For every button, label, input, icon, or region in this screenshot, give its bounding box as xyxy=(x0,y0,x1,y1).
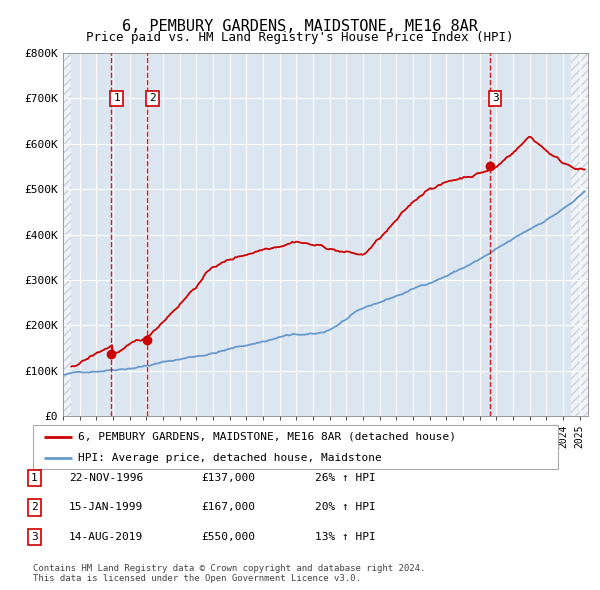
Bar xyxy=(63,53,71,416)
Text: Price paid vs. HM Land Registry's House Price Index (HPI): Price paid vs. HM Land Registry's House … xyxy=(86,31,514,44)
Text: 3: 3 xyxy=(31,532,38,542)
Text: 22-NOV-1996: 22-NOV-1996 xyxy=(69,473,143,483)
Text: 6, PEMBURY GARDENS, MAIDSTONE, ME16 8AR (detached house): 6, PEMBURY GARDENS, MAIDSTONE, ME16 8AR … xyxy=(77,432,455,442)
Bar xyxy=(571,53,588,416)
Text: 20% ↑ HPI: 20% ↑ HPI xyxy=(315,503,376,512)
Text: Contains HM Land Registry data © Crown copyright and database right 2024.
This d: Contains HM Land Registry data © Crown c… xyxy=(33,563,425,583)
Text: 2: 2 xyxy=(149,93,156,103)
Text: 26% ↑ HPI: 26% ↑ HPI xyxy=(315,473,376,483)
Text: 1: 1 xyxy=(113,93,120,103)
Text: 2: 2 xyxy=(31,503,38,512)
Text: HPI: Average price, detached house, Maidstone: HPI: Average price, detached house, Maid… xyxy=(77,454,382,463)
Text: 1: 1 xyxy=(31,473,38,483)
Text: 14-AUG-2019: 14-AUG-2019 xyxy=(69,532,143,542)
Text: 13% ↑ HPI: 13% ↑ HPI xyxy=(315,532,376,542)
Text: 3: 3 xyxy=(492,93,499,103)
Text: £550,000: £550,000 xyxy=(201,532,255,542)
Text: 15-JAN-1999: 15-JAN-1999 xyxy=(69,503,143,512)
Text: 6, PEMBURY GARDENS, MAIDSTONE, ME16 8AR: 6, PEMBURY GARDENS, MAIDSTONE, ME16 8AR xyxy=(122,19,478,34)
Text: £137,000: £137,000 xyxy=(201,473,255,483)
Text: £167,000: £167,000 xyxy=(201,503,255,512)
FancyBboxPatch shape xyxy=(33,425,558,469)
